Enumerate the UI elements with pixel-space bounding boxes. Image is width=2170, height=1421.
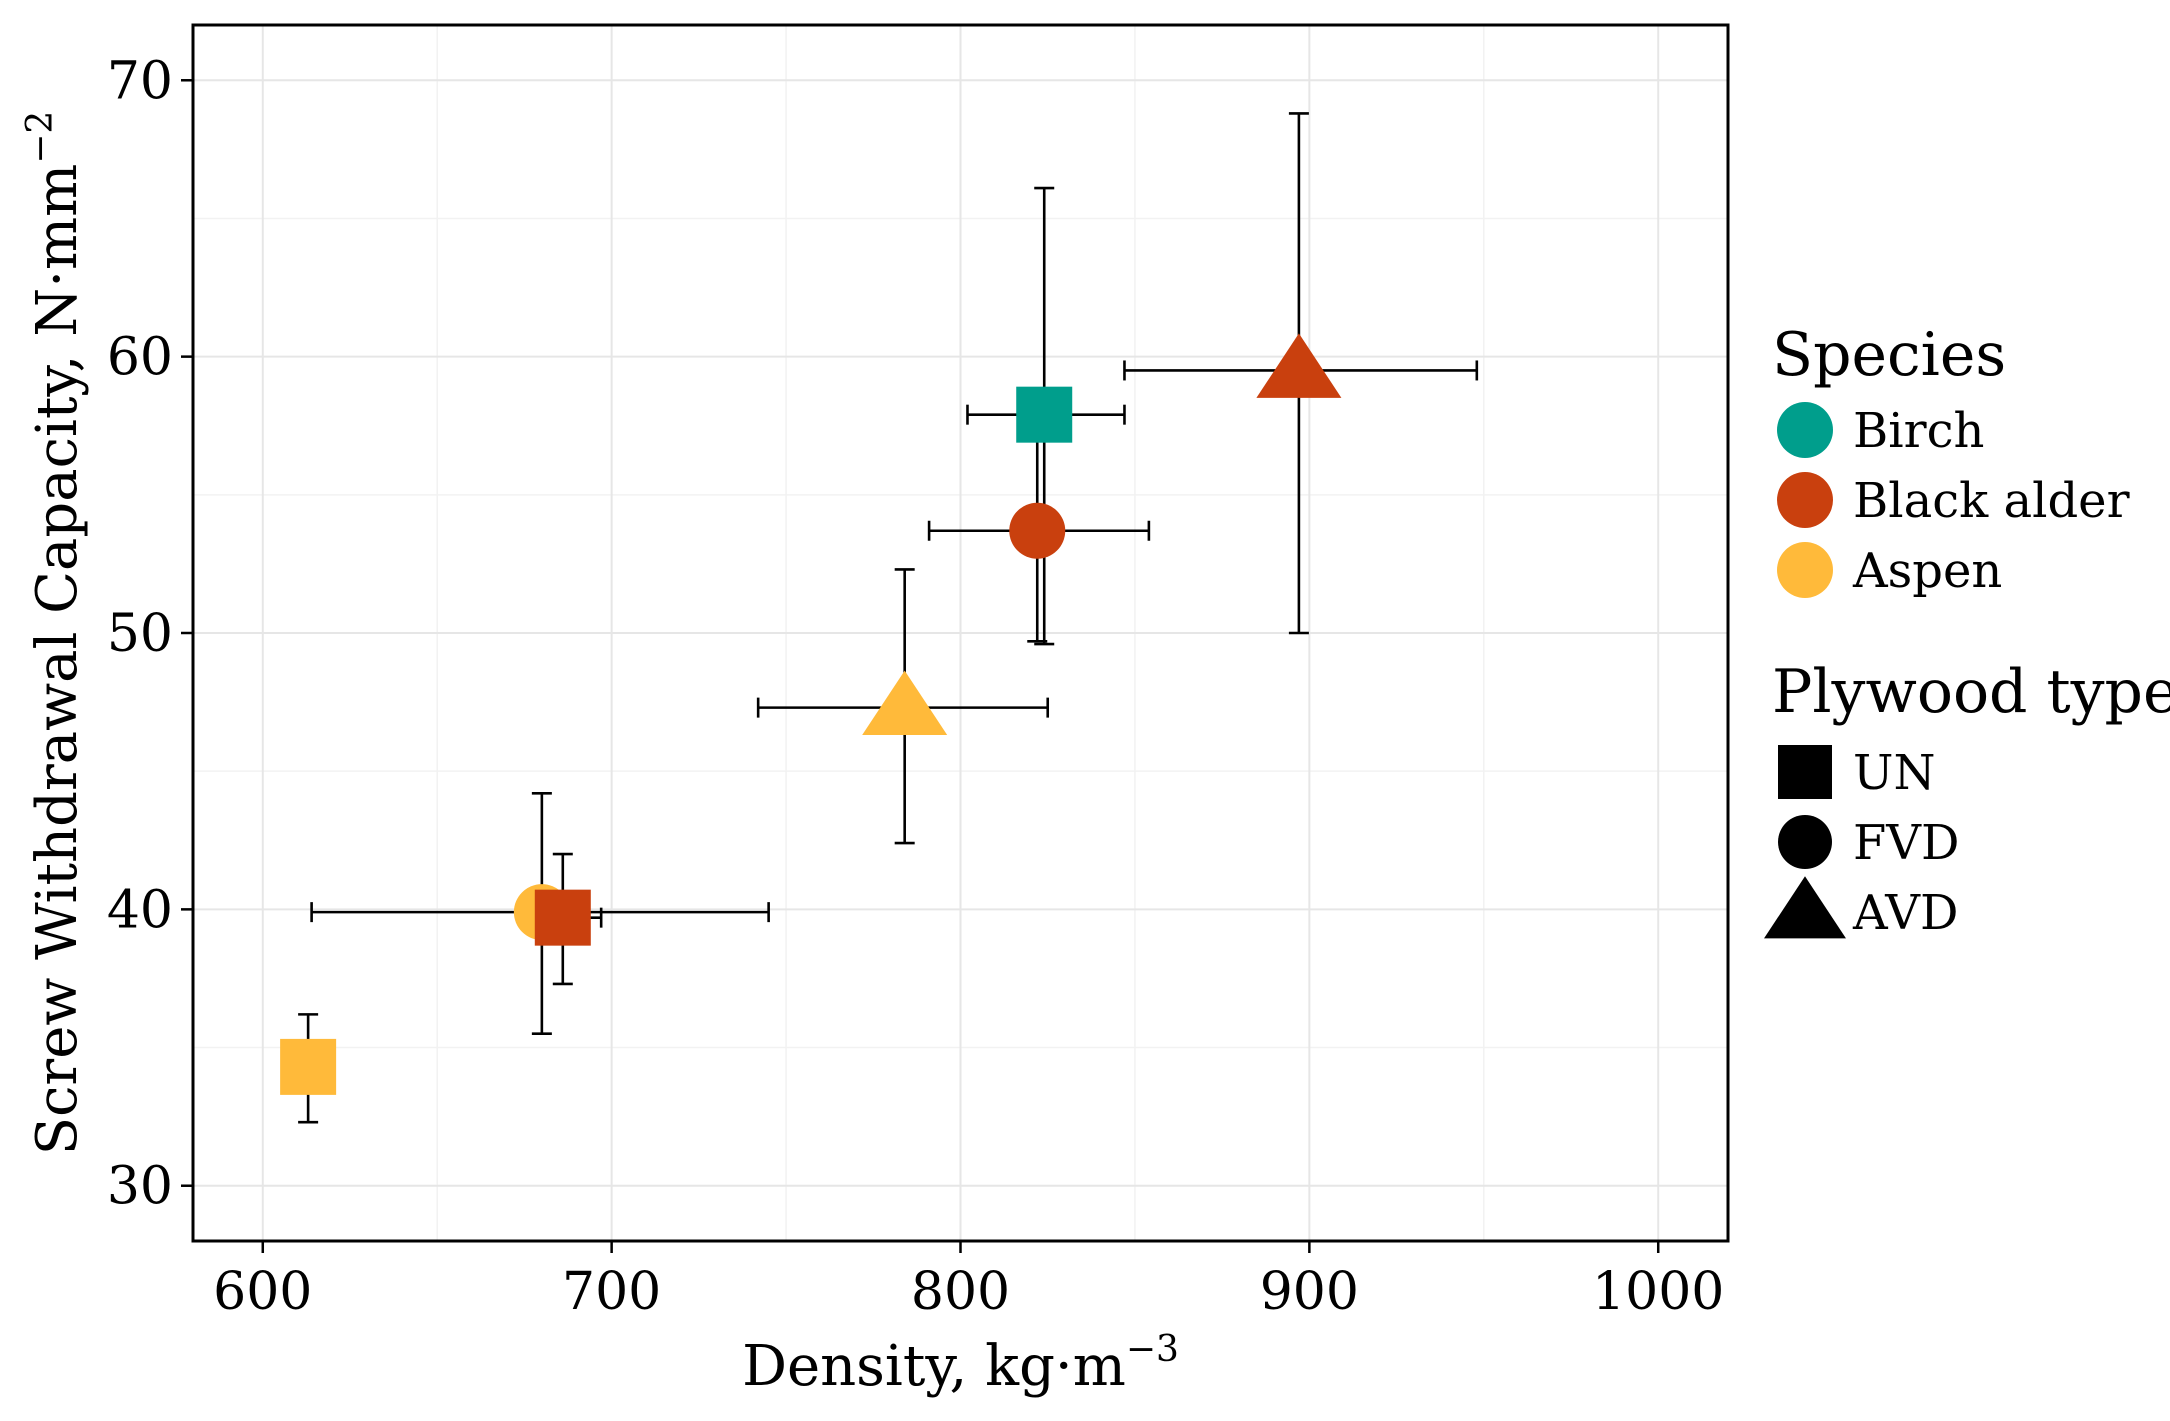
y-tick-label: 30 <box>107 1157 173 1217</box>
legend-species-entries: Birch Black alder Aspen <box>1777 402 2130 599</box>
legend-label-type: AVD <box>1852 885 1958 941</box>
marker-black-alder-avd <box>1256 333 1342 398</box>
legend: Species Birch Black alder Aspen Plywood ty… <box>1764 320 2170 941</box>
legend-type-entries: UN FVD AVD <box>1764 745 1959 941</box>
marker-black-alder-fvd <box>1009 502 1066 559</box>
error-bars <box>292 112 1479 1124</box>
legend-key-birch <box>1777 402 1833 458</box>
data-markers <box>280 333 1342 1095</box>
legend-label-species: Black alder <box>1853 473 2130 529</box>
legend-label-species: Aspen <box>1852 543 2002 599</box>
y-tick-label: 50 <box>107 604 173 664</box>
x-tick-label: 600 <box>213 1262 312 1322</box>
x-axis-ticks: 600 700 800 900 1000 <box>213 1241 1724 1322</box>
y-tick-label: 60 <box>107 328 173 388</box>
marker-birch-un <box>1016 386 1073 443</box>
x-tick-label: 900 <box>1260 1262 1359 1322</box>
marker-aspen-avd <box>862 670 948 735</box>
grid-lines <box>193 25 1728 1241</box>
x-axis-title: Density, kg·m−3 <box>742 1329 1179 1399</box>
legend-label-species: Birch <box>1853 403 1984 459</box>
legend-key-black-alder <box>1777 472 1833 528</box>
x-tick-label: 1000 <box>1592 1262 1724 1322</box>
y-axis-title: Screw Withdrawal Capacity, N·mm−2 <box>20 111 90 1156</box>
legend-label-type: FVD <box>1853 815 1959 871</box>
legend-label-type: UN <box>1853 745 1935 801</box>
legend-key-avd <box>1764 876 1846 939</box>
marker-black-alder-un <box>534 889 591 946</box>
y-tick-label: 40 <box>107 880 173 940</box>
legend-key-un <box>1778 745 1832 799</box>
x-tick-label: 800 <box>911 1262 1010 1322</box>
legend-title-plywood-type: Plywood type <box>1772 657 2170 727</box>
y-axis-ticks: 30 40 50 60 70 <box>107 51 193 1217</box>
y-tick-label: 70 <box>107 51 173 111</box>
legend-key-fvd <box>1778 815 1832 869</box>
legend-key-aspen <box>1777 542 1833 598</box>
legend-title-species: Species <box>1772 320 2006 390</box>
x-tick-label: 700 <box>562 1262 661 1322</box>
marker-aspen-un <box>280 1038 337 1095</box>
